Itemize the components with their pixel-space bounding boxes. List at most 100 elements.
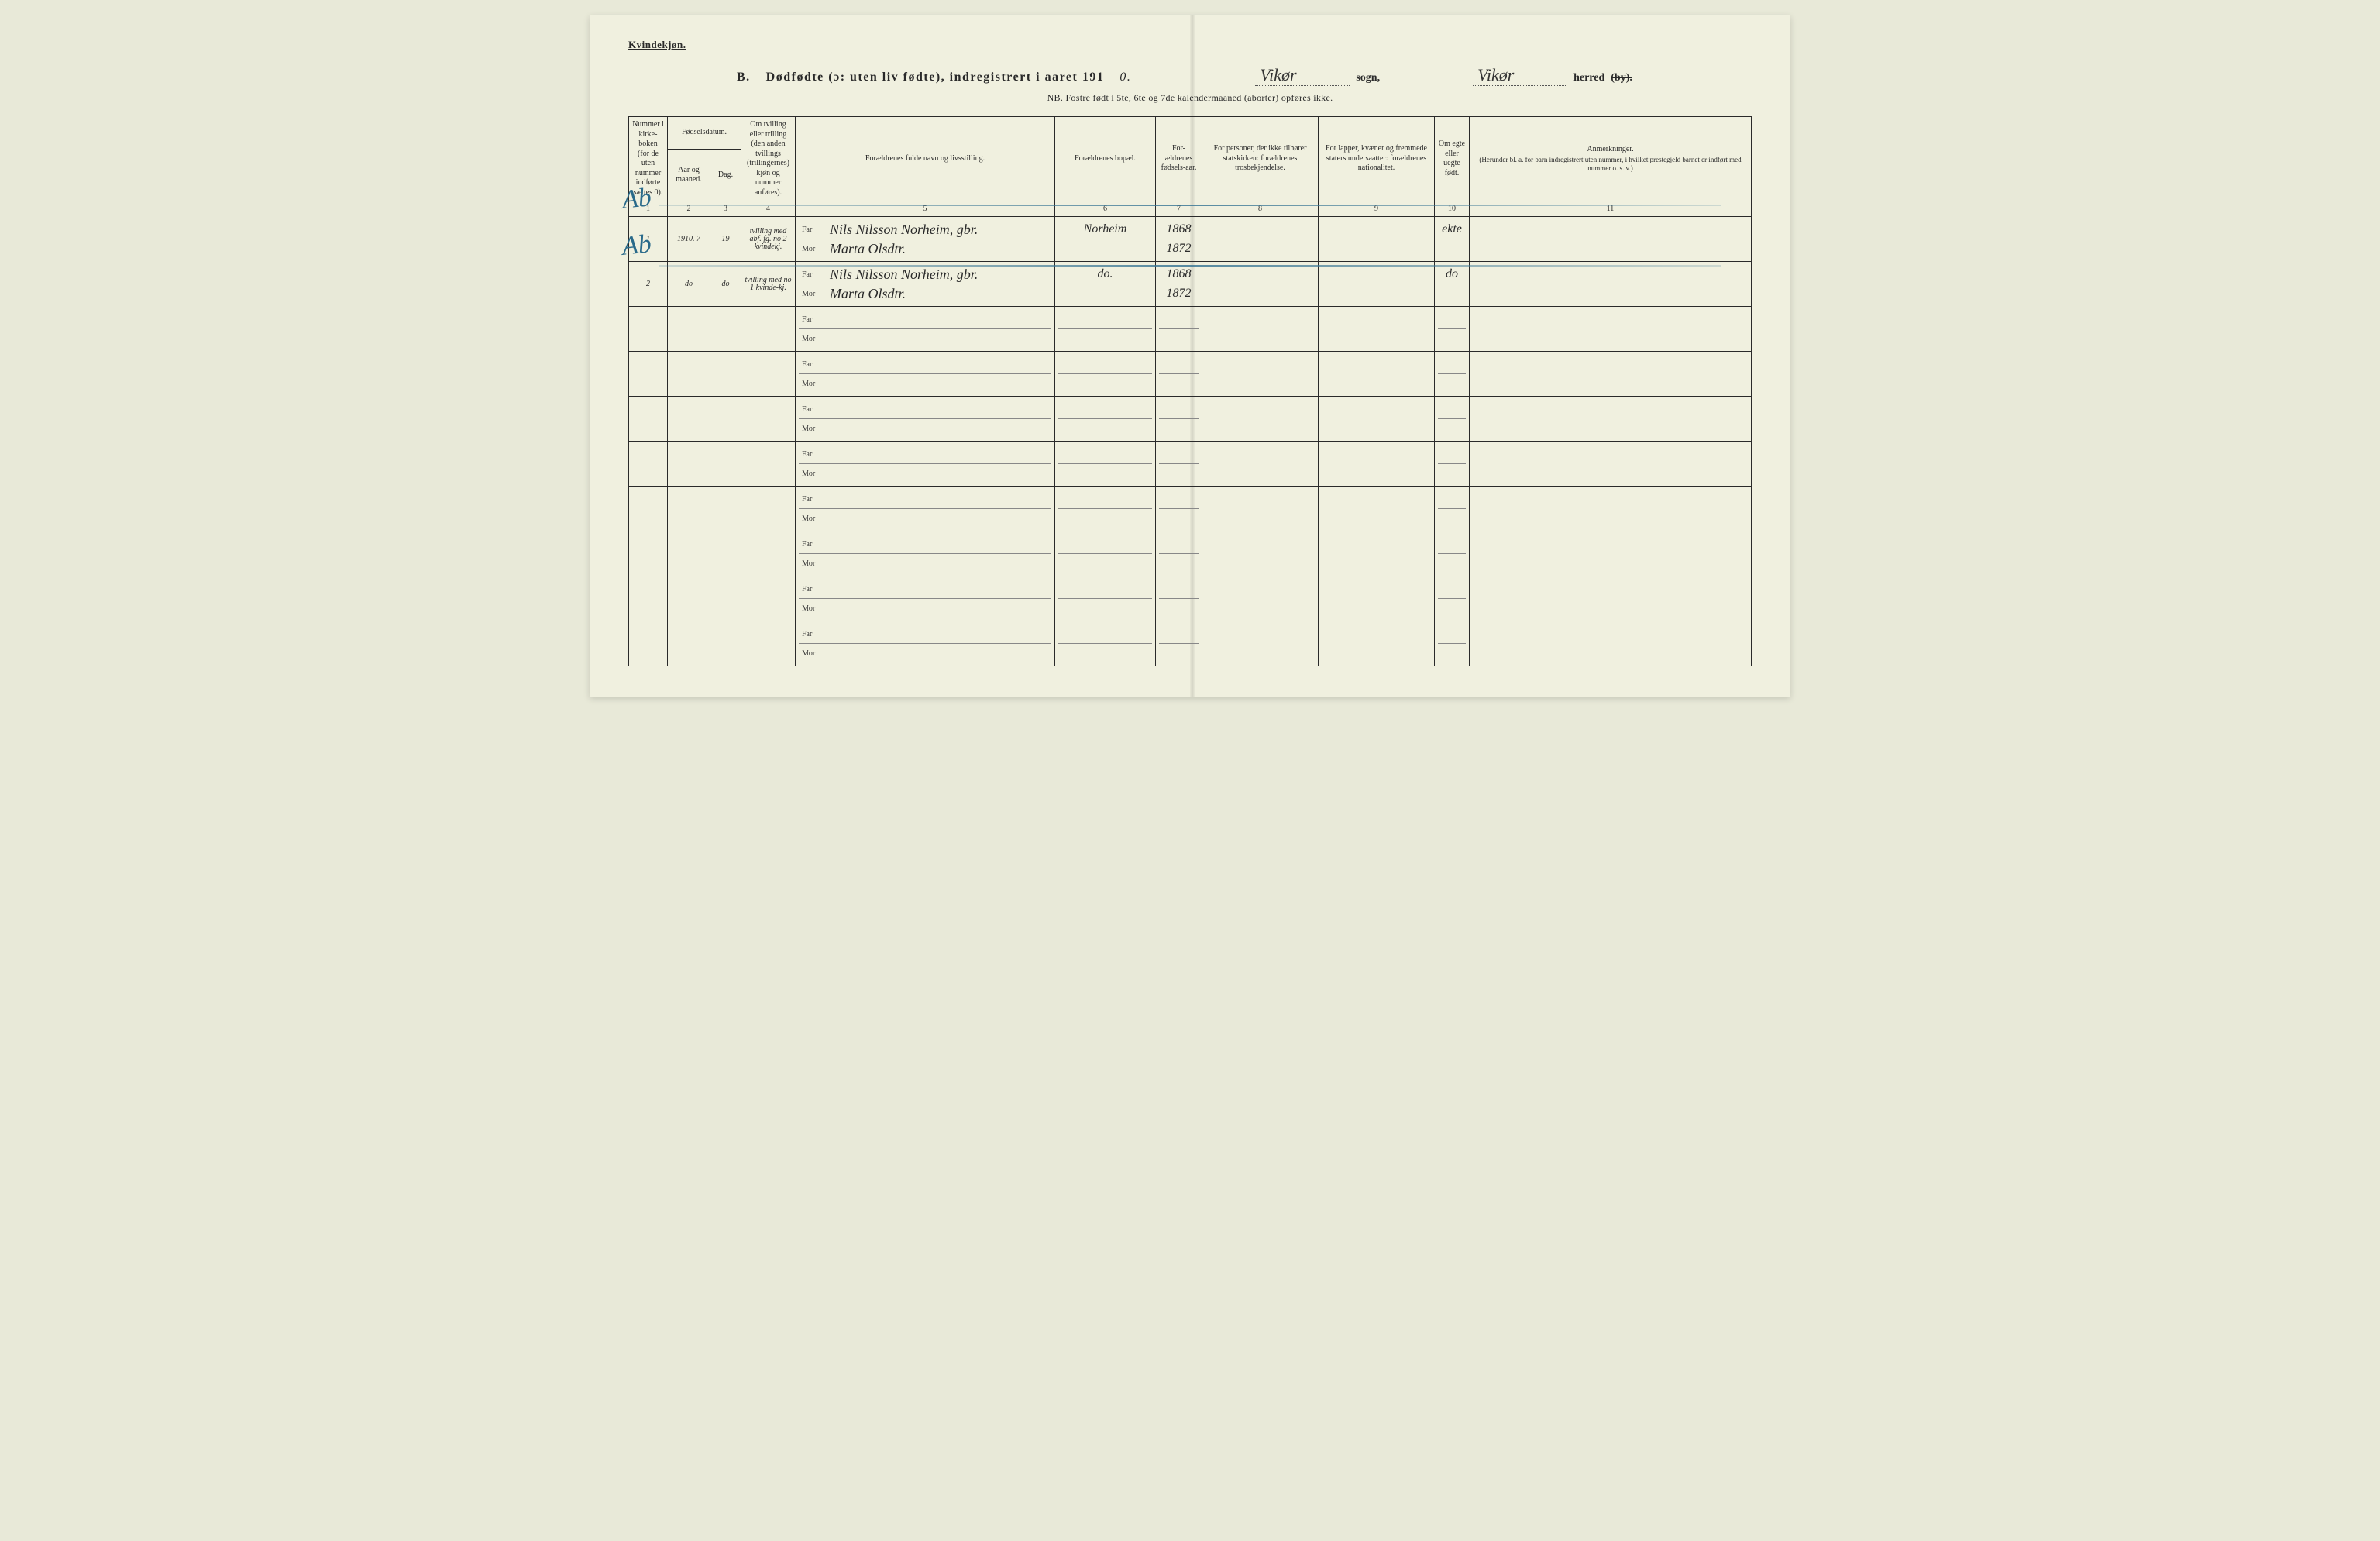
table-row: Far Mor [629,531,1752,576]
mor-aar [1159,599,1199,617]
margin-mark-2: Ab [621,229,653,262]
colnum-8: 8 [1202,201,1319,217]
far-aar [1159,535,1199,554]
mor-label: Mor [799,559,825,568]
cell-parents: Far Mor [796,531,1055,576]
cell-tros [1202,397,1319,442]
cell-tvilling [741,576,796,621]
cell-dag [710,397,741,442]
cell-parents: Far Mor [796,352,1055,397]
cell-num [629,307,668,352]
cell-anmerkninger [1470,352,1752,397]
cell-dag [710,487,741,531]
cell-num [629,442,668,487]
title-text: Dødfødte (ɔ: uten liv fødte), indregistr… [766,71,1105,84]
cell-egte [1435,576,1470,621]
far-name: Nils Nilsson Norheim, gbr. [825,222,1051,238]
col-10-header: Om egte eller uegte født. [1435,117,1470,201]
cell-parents: Far Mor [796,576,1055,621]
col-11-header: Anmerkninger. (Herunder bl. a. for barn … [1470,117,1752,201]
table-row: Far Mor [629,352,1752,397]
mor-aar [1159,464,1199,483]
table-row: 2 do do tvilling med no 1 kvinde-kj. Far… [629,262,1752,307]
bopel-mor [1058,464,1152,483]
cell-egte [1435,487,1470,531]
cell-fodselsaar [1156,487,1202,531]
egte-value [1438,445,1466,464]
herred-label: herred [1573,72,1604,84]
table-row: 1 1910. 7 19 tvilling med abf. fg. no 2 … [629,217,1752,262]
section-letter: B. [737,71,751,84]
cell-dag [710,307,741,352]
cell-fodselsaar [1156,352,1202,397]
bopel-far [1058,310,1152,329]
cell-num [629,621,668,666]
margin-mark-1: Ab [621,183,653,215]
cell-tros [1202,531,1319,576]
mor-label: Mor [799,514,825,523]
herred-block: Vikør herred (by). [1473,65,1632,86]
cell-tvilling [741,352,796,397]
mor-aar [1159,419,1199,438]
cell-fodselsaar [1156,397,1202,442]
cell-bopel [1055,307,1156,352]
bopel-far: Norheim [1058,220,1152,239]
far-aar [1159,355,1199,374]
bopel-mor [1058,599,1152,617]
mor-label: Mor [799,335,825,343]
cell-fodselsaar [1156,621,1202,666]
table-body: 1 1910. 7 19 tvilling med abf. fg. no 2 … [629,217,1752,666]
bopel-mor [1058,374,1152,393]
far-aar: 1868 [1159,265,1199,284]
cell-bopel [1055,352,1156,397]
far-aar [1159,400,1199,419]
far-label: Far [799,495,825,504]
far-label: Far [799,360,825,369]
far-label: Far [799,540,825,549]
mor-aar [1159,554,1199,573]
register-table: Nummer i kirke-boken (for de uten nummer… [628,116,1752,666]
cell-aar-maaned [668,352,710,397]
bopel-far: do. [1058,265,1152,284]
cell-tvilling [741,621,796,666]
herred-struck: (by). [1611,72,1632,84]
cell-fodselsaar [1156,442,1202,487]
cell-nationalitet [1319,621,1435,666]
cell-bopel: do. [1055,262,1156,307]
table-row: Far Mor [629,576,1752,621]
sogn-label: sogn, [1356,72,1380,84]
cell-tvilling [741,307,796,352]
title-row: B. Dødfødte (ɔ: uten liv fødte), indregi… [628,65,1752,86]
cell-egte: do [1435,262,1470,307]
cell-tros [1202,307,1319,352]
mor-aar: 1872 [1159,239,1199,258]
cell-egte [1435,397,1470,442]
egte-value [1438,624,1466,644]
mor-label: Mor [799,470,825,478]
cell-tvilling: tvilling med abf. fg. no 2 kvindekj. [741,217,796,262]
cell-tros [1202,621,1319,666]
bopel-mor [1058,509,1152,528]
cell-tros [1202,487,1319,531]
mor-label: Mor [799,380,825,388]
cell-fodselsaar: 1868 1872 [1156,262,1202,307]
table-row: Far Mor [629,621,1752,666]
bopel-mor [1058,284,1152,303]
bopel-far [1058,400,1152,419]
cell-num [629,487,668,531]
cell-egte [1435,307,1470,352]
cell-nationalitet [1319,397,1435,442]
col-2-group-header: Fødselsdatum. [668,117,741,150]
gender-heading: Kvindekjøn. [628,39,1752,51]
mor-name: Marta Olsdtr. [825,286,1051,302]
cell-egte [1435,442,1470,487]
cell-aar-maaned [668,307,710,352]
year-suffix: 0. [1119,71,1131,84]
table-head: Nummer i kirke-boken (for de uten nummer… [629,117,1752,217]
col-6-header: Forældrenes bopæl. [1055,117,1156,201]
egte-value [1438,580,1466,599]
cell-parents: FarNils Nilsson Norheim, gbr. MorMarta O… [796,262,1055,307]
cell-nationalitet [1319,531,1435,576]
cell-anmerkninger [1470,487,1752,531]
colnum-9: 9 [1319,201,1435,217]
